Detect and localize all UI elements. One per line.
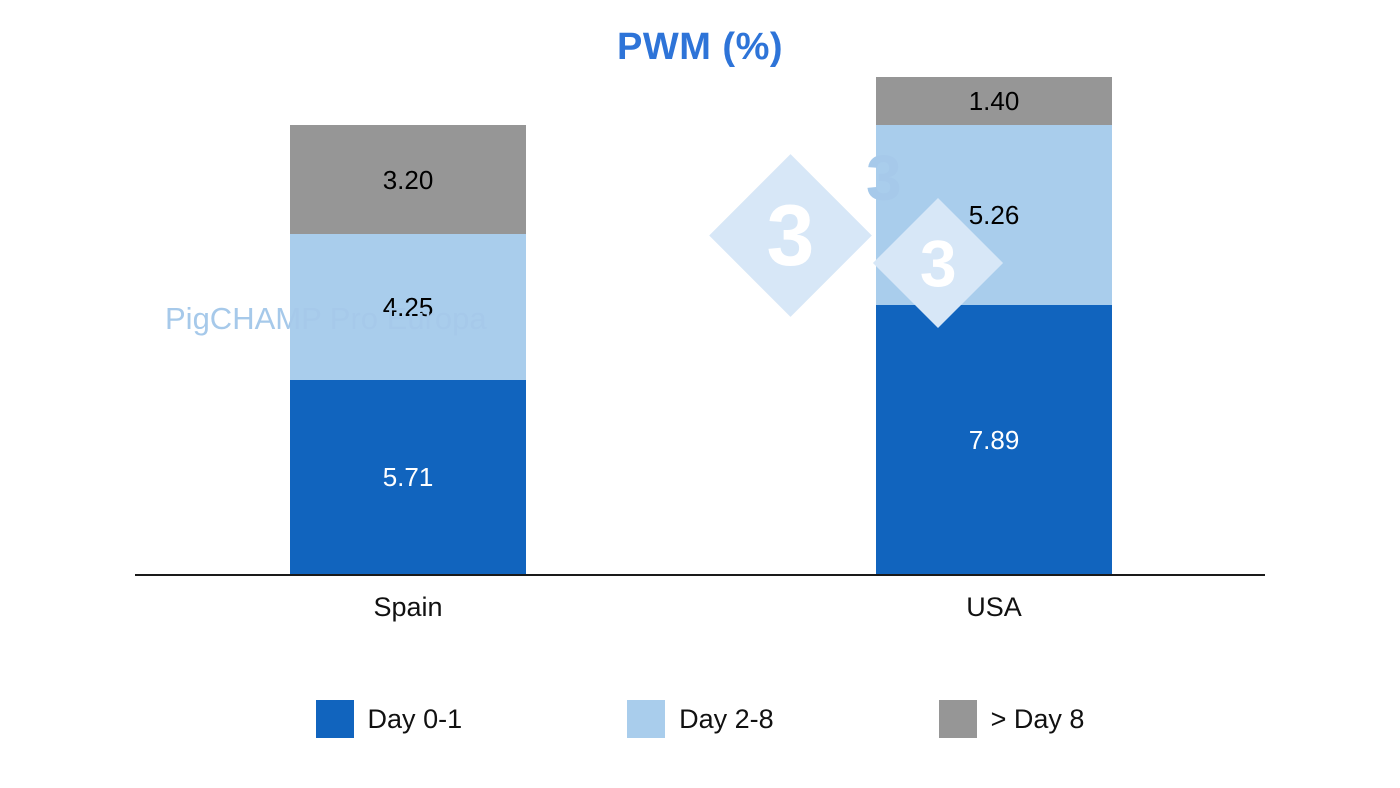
chart-title: PWM (%)	[616, 26, 784, 68]
legend-swatch	[315, 700, 354, 738]
legend-label: > Day 8	[990, 703, 1085, 734]
bar-value-label: 4.25	[382, 292, 434, 323]
bar-segment-spain-2: 3.20	[290, 124, 526, 235]
bar-value-label: 5.71	[382, 462, 434, 493]
bar-spain: 3.20 4.25 5.71	[290, 124, 526, 575]
legend-swatch	[938, 700, 977, 738]
bar-segment-usa-2: 1.40	[876, 77, 1112, 126]
legend-item-0: Day 0-1	[315, 700, 463, 738]
x-axis-label-usa: USA	[966, 592, 1022, 622]
bar-value-label: 7.89	[968, 425, 1020, 456]
legend-item-1: Day 2-8	[627, 700, 774, 738]
legend-swatch	[627, 700, 666, 738]
bar-segment-spain-1: 4.25	[290, 234, 526, 380]
legend-item-2: > Day 8	[938, 700, 1085, 738]
legend-label: Day 0-1	[367, 703, 463, 734]
legend: Day 0-1 Day 2-8 > Day 8	[0, 700, 1400, 738]
bar-segment-spain-0: 5.71	[290, 379, 526, 575]
bar-value-label: 1.40	[968, 86, 1020, 117]
watermark-pigchamp-text: PigCHAMP Pro Europa	[165, 301, 487, 336]
bar-segment-usa-0: 7.89	[876, 305, 1112, 575]
x-axis-line	[135, 574, 1265, 576]
x-axis-label-spain: Spain	[373, 592, 443, 622]
legend-label: Day 2-8	[679, 703, 774, 734]
bar-value-label: 3.20	[382, 164, 434, 195]
